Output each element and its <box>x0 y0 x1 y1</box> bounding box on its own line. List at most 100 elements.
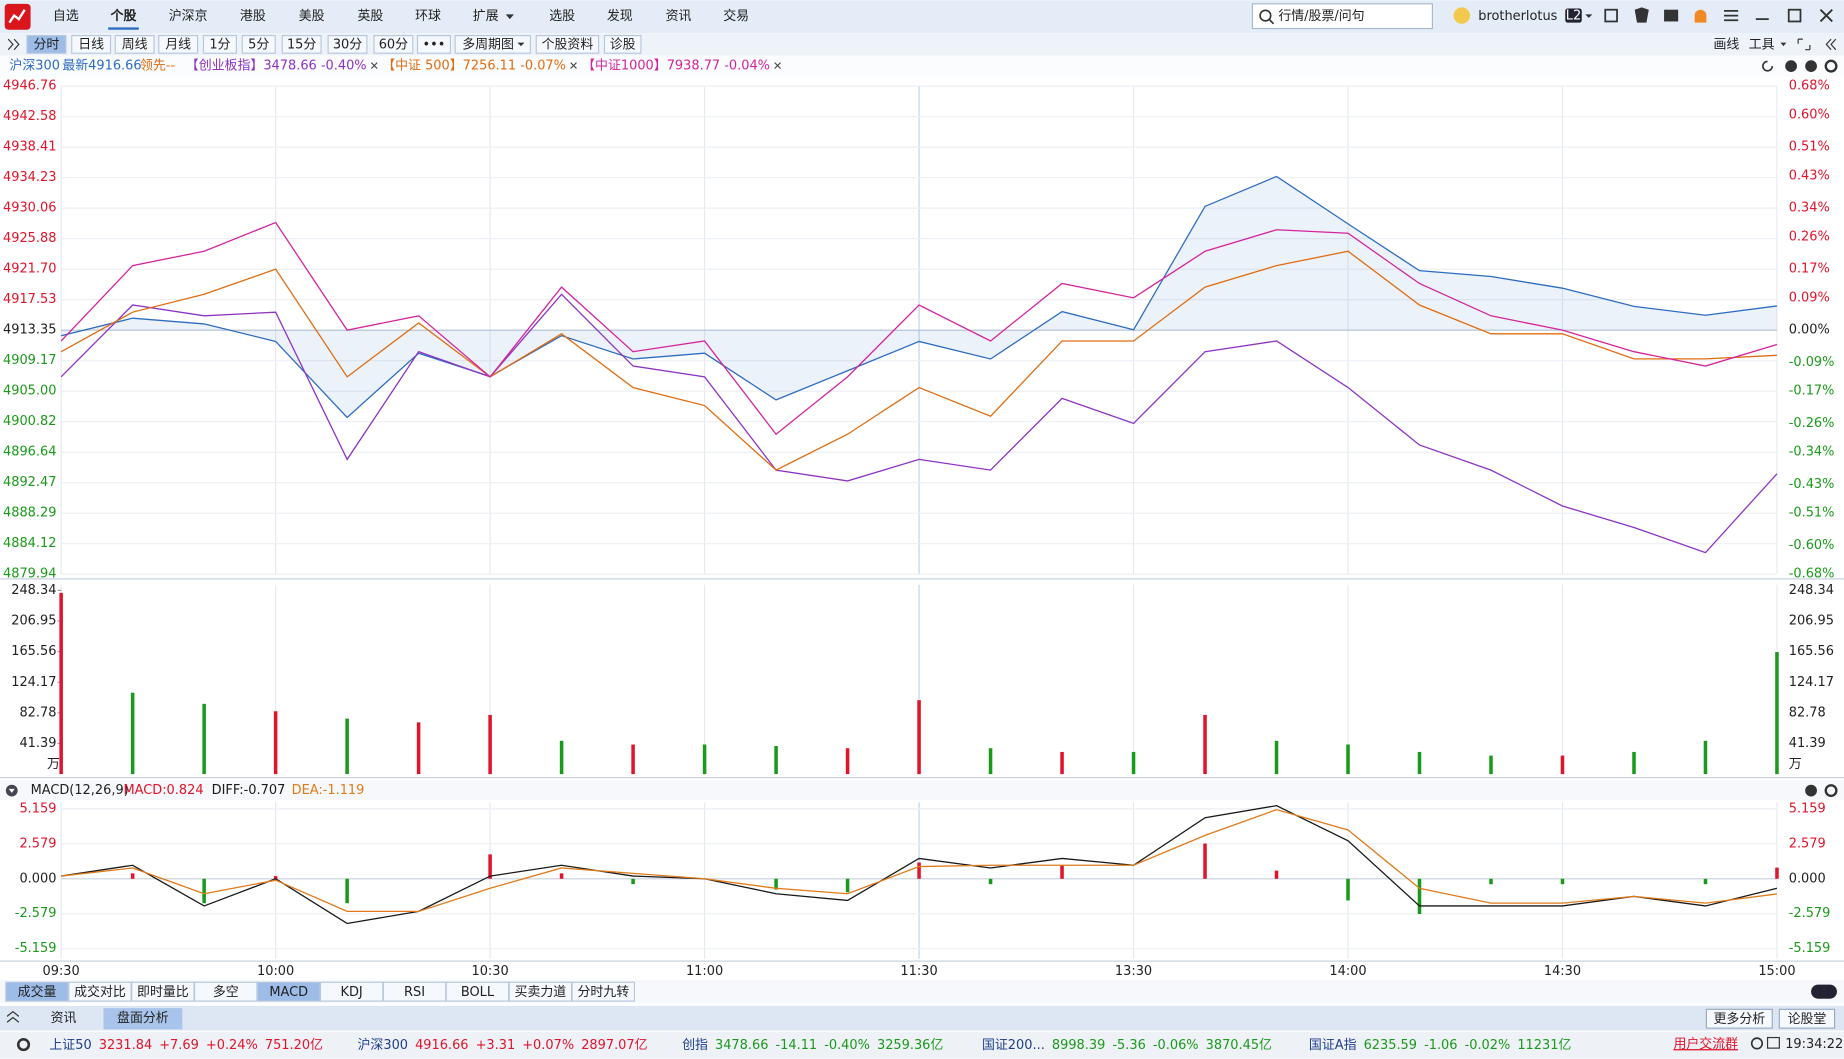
search-box[interactable] <box>1251 3 1433 30</box>
menu-item[interactable]: 环球 <box>415 9 441 24</box>
user-name[interactable]: brotherlotus <box>1478 9 1557 24</box>
period-button[interactable] <box>114 34 155 54</box>
ticker-search[interactable] <box>1750 1037 1764 1050</box>
ticker-price: 3478.66 <box>715 1038 768 1053</box>
tool-label[interactable]: 画线 <box>1713 37 1739 52</box>
period-label: 月线 <box>165 37 191 52</box>
macd-settings[interactable] <box>1824 784 1838 798</box>
period-button[interactable] <box>281 34 322 54</box>
period-button[interactable] <box>241 34 276 54</box>
bottom-button[interactable] <box>1705 1008 1773 1029</box>
period-button[interactable] <box>454 34 531 54</box>
y-tick-label: 4888.29 <box>3 506 56 521</box>
ticker-change: -1.06 <box>1424 1038 1457 1053</box>
indicator-tab[interactable] <box>508 981 573 1002</box>
menu-item[interactable]: 个股 <box>110 8 137 24</box>
menu-item[interactable]: 英股 <box>358 9 384 24</box>
period-button[interactable] <box>158 34 199 54</box>
menu-item[interactable]: 交易 <box>723 8 749 24</box>
icon-maximize[interactable] <box>1787 8 1802 23</box>
ticker-price: 8998.39 <box>1052 1038 1105 1053</box>
icon-bell[interactable] <box>1694 9 1707 23</box>
y2-tick-label: 5.159 <box>1789 801 1826 816</box>
ticker-amount: 11231亿 <box>1517 1038 1571 1053</box>
macd-close[interactable] <box>1805 784 1817 797</box>
period-label: 5分 <box>248 37 269 52</box>
period-button[interactable] <box>373 34 414 54</box>
ticker-entry[interactable]: 沪深300 4916.66 +3.31 +0.07% 2897.07亿 <box>358 1037 648 1053</box>
menu-item[interactable]: 港股 <box>240 9 266 24</box>
y-tick-label: 4925.88 <box>3 231 56 246</box>
indicator-tab[interactable] <box>194 981 258 1002</box>
tool-label[interactable]: 工具 <box>1749 37 1775 52</box>
collapse-icon[interactable] <box>1825 38 1837 51</box>
collapse-panel[interactable] <box>6 1010 20 1023</box>
ticker-link[interactable]: 用户交流群 <box>1673 1036 1738 1052</box>
quote-name: 沪深300 <box>9 58 60 74</box>
ticker-entry[interactable]: 上证50 3231.84 +7.69 +0.24% 751.20亿 <box>49 1038 323 1053</box>
volume-bar <box>559 740 564 775</box>
bottom-tab[interactable]: 资讯 <box>51 1011 77 1026</box>
menu-item[interactable]: 扩展 <box>473 9 499 24</box>
toggle-switch[interactable] <box>1811 984 1837 999</box>
y2-tick-label: -0.43% <box>1789 477 1835 492</box>
period-button[interactable] <box>416 34 452 54</box>
volume-bar <box>774 746 778 775</box>
icon-close[interactable] <box>1819 9 1833 23</box>
icon-reset[interactable] <box>1762 60 1774 72</box>
icon-skin[interactable] <box>1634 7 1649 23</box>
indicator-tab[interactable] <box>571 981 636 1002</box>
compare-close[interactable] <box>774 62 781 69</box>
macd-bar <box>1489 878 1493 885</box>
bottom-tab[interactable]: 盘面分析 <box>117 1010 169 1026</box>
volume-bar <box>59 592 63 775</box>
y2-tick-label: 248.34 <box>1789 583 1834 598</box>
series-line <box>60 250 1777 471</box>
period-label: ••• <box>423 37 446 52</box>
compare-close[interactable] <box>570 62 577 69</box>
menu-item[interactable]: 发现 <box>607 8 633 24</box>
menu-item[interactable]: 美股 <box>299 9 325 24</box>
icon-mail[interactable] <box>1664 9 1679 22</box>
user-avatar[interactable] <box>1453 7 1471 24</box>
icon-fullscreen[interactable] <box>1604 8 1618 23</box>
menu-item[interactable]: 资讯 <box>666 9 692 24</box>
period-label: 分时 <box>34 37 60 52</box>
icon-menu[interactable] <box>1724 9 1739 22</box>
period-button[interactable] <box>327 34 368 54</box>
macd-bar <box>559 873 564 879</box>
ticker-entry[interactable]: 创指 3478.66 -14.11 -0.40% 3259.36亿 <box>682 1038 943 1053</box>
period-button[interactable] <box>71 34 112 54</box>
y2-tick-label: -0.26% <box>1789 416 1835 431</box>
y-tick-label: 2.579 <box>19 836 56 851</box>
y-tick-label: 0.000 <box>19 871 56 886</box>
macd-bar <box>1703 878 1708 885</box>
period-button[interactable] <box>26 34 67 54</box>
y-tick-label: 4921.70 <box>3 262 56 277</box>
ticker-monitor[interactable] <box>1766 1036 1780 1049</box>
expand-icon[interactable] <box>7 38 20 51</box>
macd-bar <box>1560 878 1565 885</box>
menu-item[interactable]: 选股 <box>549 9 575 24</box>
macd-line <box>61 804 1778 925</box>
period-button[interactable] <box>603 34 642 54</box>
period-button[interactable] <box>202 34 237 54</box>
ticker-settings[interactable] <box>16 1038 31 1052</box>
menu-item[interactable]: 自选 <box>53 9 79 24</box>
ticker-entry[interactable]: 国证A指 6235.59 -1.06 -0.02% 11231亿 <box>1309 1038 1572 1053</box>
ticker-entry[interactable]: 国证200... 8998.39 -5.36 -0.06% 3870.45亿 <box>982 1038 1272 1053</box>
compare-close[interactable] <box>370 62 378 69</box>
period-button[interactable] <box>535 34 600 54</box>
y-tick-label: 41.39 <box>19 736 56 751</box>
icon-expand-chart[interactable] <box>1797 38 1811 51</box>
icon-zoom-in[interactable] <box>1785 60 1797 73</box>
ticker-pct: -0.02% <box>1465 1038 1511 1053</box>
menu-item[interactable]: 沪深京 <box>169 8 208 24</box>
ticker-amount: 751.20亿 <box>265 1038 323 1053</box>
volume-bar <box>202 703 206 775</box>
compare-quote: 【创业板指】3478.66 -0.40% <box>186 59 367 74</box>
icon-settings[interactable] <box>1824 59 1838 73</box>
toolbar <box>0 33 1844 56</box>
bottom-button[interactable] <box>1778 1008 1836 1029</box>
icon-zoom-out[interactable] <box>1805 60 1817 73</box>
